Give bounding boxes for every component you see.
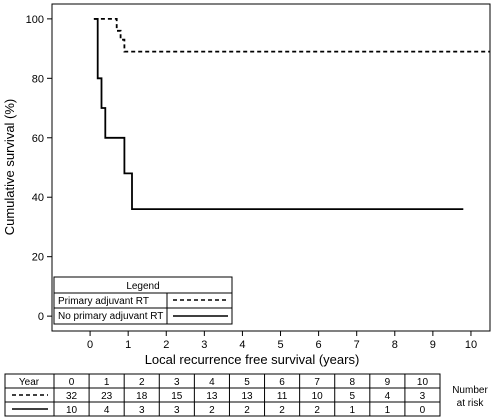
risk-table-cell: 1 [349,405,355,416]
risk-table-cell: 3 [420,391,426,402]
risk-table-year: 5 [244,377,250,388]
risk-table-side-label: at risk [457,398,485,409]
legend-label-primary: Primary adjuvant RT [58,296,149,307]
risk-table-cell: 4 [104,405,110,416]
risk-table-header-label: Year [19,377,40,388]
y-tick-label: 40 [32,192,44,204]
y-tick-label: 100 [26,14,44,26]
risk-table-year: 6 [279,377,285,388]
risk-table-column-lines [88,374,406,416]
risk-table-year: 10 [417,377,429,388]
x-tick-label: 7 [354,339,360,351]
y-axis-label: Cumulative survival (%) [2,99,17,236]
risk-table-cell: 5 [349,391,355,402]
risk-table-year: 4 [209,377,215,388]
risk-table-cell: 3 [174,405,180,416]
x-tick-label: 0 [87,339,93,351]
risk-table-year: 0 [69,377,75,388]
risk-table-year: 9 [385,377,391,388]
risk-table-cell: 3 [139,405,145,416]
x-tick-label: 6 [316,339,322,351]
y-tick-label: 60 [32,133,44,145]
series-line-primary-adjuvant-rt [93,18,490,53]
risk-table-cell: 4 [385,391,391,402]
x-tick-label: 9 [430,339,436,351]
risk-table-year: 1 [104,377,110,388]
risk-table-cell: 1 [385,405,391,416]
risk-table-cell: 13 [206,391,218,402]
y-tick-label: 20 [32,252,44,264]
risk-table-cell: 2 [209,405,215,416]
risk-table-cell: 18 [136,391,148,402]
risk-table-cell: 10 [312,391,324,402]
risk-table-cell: 15 [171,391,183,402]
x-tick-label: 10 [465,339,477,351]
y-tick-label: 0 [38,311,44,323]
risk-table-cell: 23 [101,391,113,402]
risk-table-cell: 2 [279,405,285,416]
legend-label-no-primary: No primary adjuvant RT [58,311,163,322]
risk-table-cell: 10 [66,405,78,416]
risk-table-year: 2 [139,377,145,388]
x-tick-label: 5 [277,339,283,351]
risk-table-cell: 13 [241,391,253,402]
risk-table-year: 8 [349,377,355,388]
x-axis-label: Local recurrence free survival (years) [145,352,360,367]
legend-title: Legend [126,281,159,292]
risk-table-cell: 11 [277,391,288,402]
legend: Legend Primary adjuvant RT No primary ad… [53,276,233,325]
risk-table-cell: 2 [244,405,250,416]
series-line-no-primary-adjuvant-rt [93,18,464,210]
risk-table-year: 3 [174,377,180,388]
x-tick-label: 8 [392,339,398,351]
x-tick-label: 4 [239,339,245,351]
plot-frame [51,3,491,332]
risk-table-side-label: Number [452,385,488,396]
risk-table-cell: 2 [314,405,320,416]
risk-table-cell: 32 [66,391,78,402]
x-tick-label: 3 [201,339,207,351]
x-tick-label: 1 [125,339,131,351]
y-tick-label: 80 [32,73,44,85]
x-tick-label: 2 [163,339,169,351]
risk-table-year: 7 [314,377,320,388]
risk-table-frame [4,373,441,417]
series-lines [93,18,490,210]
risk-table-cell: 0 [420,405,426,416]
